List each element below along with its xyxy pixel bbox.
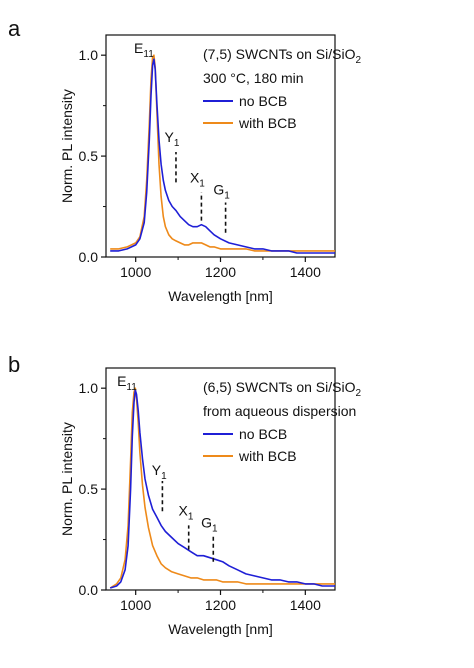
sample-condition: 300 °C, 180 min [203,70,304,86]
x-tick-label: 1400 [290,264,321,280]
x-tick-label: 1000 [120,264,151,280]
y-tick-label: 0.5 [79,481,99,497]
y-axis-title: Norm. PL intensity [59,422,75,536]
y-tick-label: 0.5 [79,148,99,164]
legend-label: no BCB [239,426,287,442]
peak-label-g: G1 [213,181,230,201]
series-line-with-bcb [109,387,335,589]
x-tick-label: 1200 [205,597,236,613]
legend-label: with BCB [238,115,297,131]
x-tick-label: 1400 [290,597,321,613]
x-axis-title: Wavelength [nm] [168,621,273,637]
sample-condition: from aqueous dispersion [203,403,356,419]
panel-letter: b [8,352,20,377]
peak-label-x: X1 [179,502,194,522]
x-axis-title: Wavelength [nm] [168,288,273,304]
peak-label-x: X1 [190,169,205,189]
x-tick-label: 1200 [205,264,236,280]
legend-label: with BCB [238,448,297,464]
peak-label-e: E11 [134,40,154,60]
y-tick-label: 1.0 [79,47,99,63]
sample-label: (7,5) SWCNTs on Si/SiO2 [203,46,361,66]
y-tick-label: 0.0 [79,249,99,265]
chart-panel-a: a 1000 1200 1400 0.0 0.5 1.0 Wavelength [nm] Nor… [8,16,361,304]
y-tick-label: 0.0 [79,582,99,598]
chart-panel-b: b 1000 1200 1400 0.0 0.5 1.0 Wavelength [nm] Nor… [8,352,361,637]
y-tick-label: 1.0 [79,380,99,396]
panel-letter: a [8,16,21,41]
peak-label-e: E11 [117,373,137,393]
x-tick-label: 1000 [120,597,151,613]
peak-label-g: G1 [201,514,218,534]
sample-label: (6,5) SWCNTs on Si/SiO2 [203,379,361,399]
legend-label: no BCB [239,93,287,109]
series-line-no-bcb [109,389,335,589]
peak-label-y: Y1 [152,462,167,482]
series-line-no-bcb [110,58,335,254]
y-axis-title: Norm. PL intensity [59,89,75,203]
peak-label-y: Y1 [165,129,180,149]
